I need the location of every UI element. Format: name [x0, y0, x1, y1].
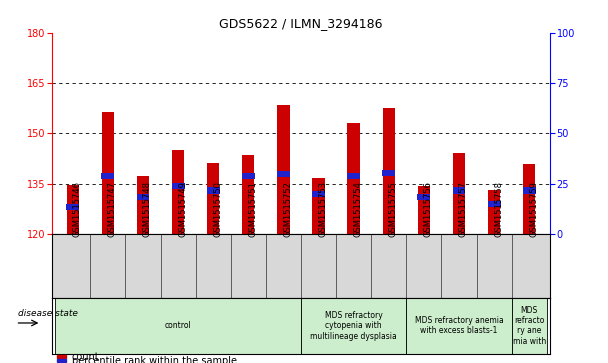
Bar — [418, 187, 430, 234]
Bar — [57, 355, 66, 358]
Text: percentile rank within the sample: percentile rank within the sample — [72, 356, 237, 363]
Text: GSM1515746: GSM1515746 — [73, 181, 81, 237]
Bar — [348, 123, 360, 234]
Bar — [207, 187, 219, 193]
Bar — [137, 194, 150, 200]
Text: disease state: disease state — [18, 309, 78, 318]
Text: GSM1515748: GSM1515748 — [143, 181, 152, 237]
Text: control: control — [165, 321, 192, 330]
Text: count: count — [72, 352, 99, 362]
Bar — [382, 108, 395, 234]
Text: GSM1515758: GSM1515758 — [494, 181, 503, 237]
Bar — [313, 178, 325, 234]
Bar — [137, 176, 149, 234]
Bar — [511, 298, 547, 354]
Bar — [488, 201, 500, 207]
Bar — [523, 164, 535, 234]
Bar — [488, 191, 500, 234]
Text: GSM1515749: GSM1515749 — [178, 182, 187, 237]
Text: MDS refractory
cytopenia with
multilineage dysplasia: MDS refractory cytopenia with multilinea… — [310, 311, 397, 341]
Text: GSM1515751: GSM1515751 — [248, 182, 257, 237]
Bar — [523, 187, 536, 193]
Bar — [347, 174, 360, 179]
Bar — [242, 174, 255, 179]
Bar — [277, 171, 290, 177]
Bar — [301, 298, 406, 354]
Bar — [418, 194, 430, 200]
Bar — [382, 170, 395, 176]
Bar — [66, 204, 79, 210]
Text: MDS refractory anemia
with excess blasts-1: MDS refractory anemia with excess blasts… — [415, 316, 503, 335]
Text: GSM1515756: GSM1515756 — [424, 181, 433, 237]
Bar — [452, 187, 465, 193]
Bar — [277, 105, 289, 234]
Bar — [207, 163, 219, 234]
Bar — [171, 183, 184, 189]
Text: GSM1515759: GSM1515759 — [529, 182, 538, 237]
Bar — [102, 111, 114, 234]
Bar — [102, 174, 114, 179]
Text: GSM1515747: GSM1515747 — [108, 181, 117, 237]
Text: GSM1515752: GSM1515752 — [283, 182, 292, 237]
Text: GSM1515753: GSM1515753 — [319, 181, 328, 237]
Bar — [67, 185, 79, 234]
Text: GSM1515754: GSM1515754 — [354, 182, 362, 237]
Title: GDS5622 / ILMN_3294186: GDS5622 / ILMN_3294186 — [219, 17, 382, 30]
Bar — [55, 298, 301, 354]
Text: MDS
refracto
ry ane
mia with: MDS refracto ry ane mia with — [513, 306, 546, 346]
Bar — [172, 150, 184, 234]
Bar — [406, 298, 511, 354]
Bar — [242, 155, 254, 234]
Text: GSM1515755: GSM1515755 — [389, 182, 398, 237]
Bar — [312, 191, 325, 197]
Text: GSM1515750: GSM1515750 — [213, 182, 222, 237]
Bar — [57, 359, 66, 362]
Text: GSM1515757: GSM1515757 — [459, 181, 468, 237]
Bar — [453, 153, 465, 234]
